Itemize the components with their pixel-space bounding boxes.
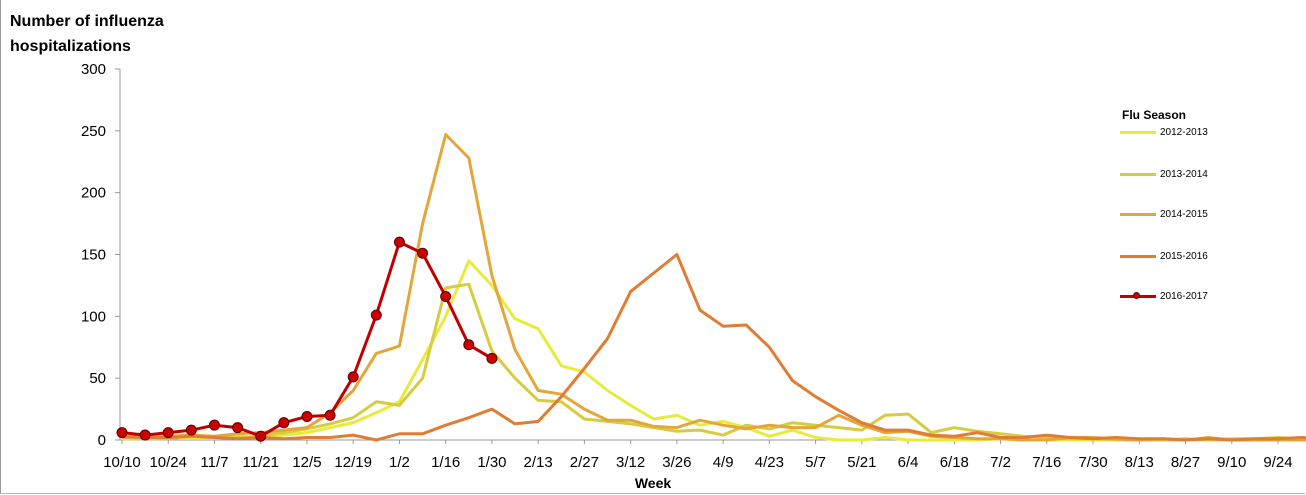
x-tick-label: 5/7 (805, 454, 826, 471)
x-tick-label: 1/2 (389, 454, 410, 471)
legend-label: 2013-2014 (1160, 168, 1208, 180)
y-axis-title-line2: hospitalizations (10, 38, 131, 55)
x-tick-label: 12/5 (292, 454, 321, 471)
series-line-2013-2014 (121, 282, 1306, 442)
x-tick-label: 10/10 (103, 454, 141, 471)
legend-swatch (1120, 207, 1156, 221)
x-tick-label: 9/24 (1263, 454, 1292, 471)
x-tick-label: 12/19 (334, 454, 372, 471)
y-tick-label: 100 (81, 308, 106, 325)
x-tick-label: 6/4 (898, 454, 919, 471)
data-point (255, 430, 267, 442)
data-point (116, 427, 128, 439)
y-tick-label: 250 (81, 123, 106, 140)
x-tick-label: 2/27 (570, 454, 599, 471)
data-point (370, 309, 382, 321)
x-tick-label: 9/10 (1217, 454, 1246, 471)
x-tick-label: 8/27 (1171, 454, 1200, 471)
legend-item: 2015-2016 (1120, 249, 1208, 263)
x-tick-label: 3/12 (616, 454, 645, 471)
legend-title: Flu Season (1122, 108, 1187, 122)
x-tick-label: 6/18 (940, 454, 969, 471)
legend-item: 2016-2017 (1120, 289, 1208, 303)
y-tick-label: 200 (81, 185, 106, 202)
x-tick-label: 1/30 (477, 454, 506, 471)
x-tick-label: 8/13 (1125, 454, 1154, 471)
x-tick-label: 11/21 (243, 454, 279, 471)
x-tick-label: 7/30 (1078, 454, 1107, 471)
data-point (301, 411, 313, 423)
legend-label: 2014-2015 (1160, 208, 1208, 220)
data-point (185, 424, 197, 436)
data-point (440, 291, 452, 303)
x-tick-label: 11/7 (200, 454, 228, 471)
y-tick-label: 50 (89, 370, 106, 387)
legend-label: 2015-2016 (1160, 250, 1208, 262)
x-axis-title: Week (634, 475, 672, 491)
legend-swatch (1120, 167, 1156, 181)
x-tick-label: 1/16 (431, 454, 460, 471)
y-axis-title-line1: Number of influenza (10, 13, 164, 30)
legend-label: 2012-2013 (1160, 126, 1208, 138)
data-point (278, 417, 290, 429)
x-tick-label: 3/26 (662, 454, 691, 471)
x-tick-label: 7/2 (990, 454, 1011, 471)
y-axis-title: Number of influenza hospitalizations (10, 9, 164, 59)
series-line-2012-2013 (122, 259, 1306, 442)
data-point (347, 371, 359, 383)
data-point (232, 422, 244, 434)
data-point (208, 419, 220, 431)
y-tick-label: 150 (81, 247, 106, 264)
legend-swatch (1120, 289, 1156, 303)
x-tick-label: 4/23 (755, 454, 784, 471)
x-tick-label: 10/24 (149, 454, 187, 471)
series-line-2016-2017 (121, 240, 493, 438)
data-point (139, 429, 151, 441)
x-tick-label: 2/13 (524, 454, 553, 471)
legend-item: 2012-2013 (1120, 125, 1208, 139)
data-point (417, 247, 429, 259)
x-tick-label: 5/21 (847, 454, 876, 471)
legend-swatch (1120, 125, 1156, 139)
legend-swatch (1120, 249, 1156, 263)
data-point (162, 427, 174, 439)
data-point (463, 339, 475, 351)
x-tick-label: 7/16 (1032, 454, 1061, 471)
y-tick-label: 300 (81, 61, 106, 78)
data-point (393, 236, 405, 248)
data-point (324, 409, 336, 421)
data-point (486, 352, 498, 364)
y-tick-label: 0 (98, 432, 106, 449)
series-line-2015-2016 (121, 253, 1306, 442)
legend-item: 2013-2014 (1120, 167, 1208, 181)
legend-label: 2016-2017 (1160, 290, 1208, 302)
legend-item: 2014-2015 (1120, 207, 1208, 221)
x-tick-label: 4/9 (713, 454, 734, 471)
